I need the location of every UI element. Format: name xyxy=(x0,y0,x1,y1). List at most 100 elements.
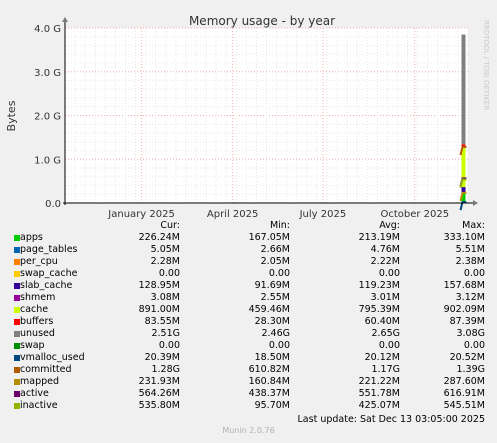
legend-swatch xyxy=(14,283,20,289)
series-marks xyxy=(459,34,467,211)
legend-swatch xyxy=(14,295,20,301)
legend-swatch xyxy=(14,235,20,241)
legend-swatch xyxy=(14,331,20,337)
series-mark-apps xyxy=(461,193,466,203)
legend-row-per-cpu: per_cpu 2.28M 2.05M 2.22M 2.38M xyxy=(0,256,497,268)
legend-header-min: Min: xyxy=(269,220,290,231)
legend-value-min: 0.00 xyxy=(268,340,290,351)
legend-value-max: 5.51M xyxy=(455,244,485,255)
legend-value-cur: 0.00 xyxy=(158,268,180,279)
legend-row-inactive: inactive 535.80M 95.70M 425.07M 545.51M xyxy=(0,400,497,412)
legend-series-name: mapped xyxy=(20,376,60,387)
legend-value-max: 0.00 xyxy=(463,340,485,351)
legend-value-max: 87.39M xyxy=(449,316,485,327)
legend-series-name: inactive xyxy=(20,400,58,411)
legend-value-cur: 128.95M xyxy=(138,280,180,291)
legend-swatch xyxy=(14,391,20,397)
x-tick-label: October 2025 xyxy=(380,209,449,220)
legend-row-mapped: mapped 231.93M 160.84M 221.22M 287.60M xyxy=(0,376,497,388)
legend-value-min: 2.46G xyxy=(261,328,290,339)
legend-series-name: cache xyxy=(20,304,49,315)
legend-value-avg: 4.76M xyxy=(370,244,400,255)
legend-value-max: 20.52M xyxy=(449,352,485,363)
y-axis-arrow xyxy=(62,17,68,22)
legend-value-cur: 83.55M xyxy=(144,316,180,327)
legend-value-avg: 119.23M xyxy=(358,280,400,291)
legend-series-name: apps xyxy=(20,232,43,243)
legend-header-max: Max: xyxy=(462,220,485,231)
legend-series-name: vmalloc_used xyxy=(20,352,85,363)
series-mark-cache xyxy=(461,148,466,188)
x-tick-label: January 2025 xyxy=(107,209,175,220)
legend-value-cur: 20.39M xyxy=(144,352,180,363)
legend-value-avg: 2.22M xyxy=(370,256,400,267)
legend-swatch xyxy=(14,343,20,349)
legend-swatch xyxy=(14,259,20,265)
legend-value-min: 95.70M xyxy=(254,400,290,411)
legend-value-cur: 2.28M xyxy=(150,256,180,267)
legend-series-name: shmem xyxy=(20,292,56,303)
legend-value-avg: 1.17G xyxy=(371,364,400,375)
x-axis-ticks: January 2025 April 2025 July 2025 October 2… xyxy=(107,28,449,220)
x-tick-label: July 2025 xyxy=(299,209,347,220)
legend-value-max: 902.09M xyxy=(443,304,485,315)
legend-value-max: 0.00 xyxy=(463,268,485,279)
legend-series-name: per_cpu xyxy=(20,256,58,267)
legend-value-min: 2.55M xyxy=(260,292,290,303)
last-update: Last update: Sat Dec 13 03:05:00 2025 xyxy=(297,414,485,425)
x-tick-label: April 2025 xyxy=(207,209,258,220)
legend-swatch xyxy=(14,403,20,409)
y-tick-label: 4.0 G xyxy=(34,24,61,35)
legend-value-min: 167.05M xyxy=(248,232,290,243)
legend-row-unused: unused 2.51G 2.46G 2.65G 3.08G xyxy=(0,328,497,340)
legend-series-name: swap_cache xyxy=(20,268,78,279)
y-tick-label: 0.0 xyxy=(45,199,61,210)
legend-series-name: page_tables xyxy=(20,244,78,255)
chart-title: Memory usage - by year xyxy=(189,14,335,28)
legend-row-swap: swap 0.00 0.00 0.00 0.00 xyxy=(0,340,497,352)
legend-header: Cur: Min: Avg: Max: xyxy=(0,220,497,232)
legend-value-max: 3.08G xyxy=(456,328,485,339)
legend-value-cur: 231.93M xyxy=(138,376,180,387)
legend-value-min: 28.30M xyxy=(254,316,290,327)
legend-value-cur: 564.26M xyxy=(138,388,180,399)
legend-header-cur: Cur: xyxy=(160,220,180,231)
y-axis-label: Bytes xyxy=(5,100,18,131)
series-mark-slab-cache xyxy=(461,187,466,193)
legend-value-avg: 0.00 xyxy=(378,268,400,279)
legend-value-avg: 60.40M xyxy=(364,316,400,327)
legend-value-cur: 1.28G xyxy=(151,364,180,375)
legend-value-min: 610.82M xyxy=(248,364,290,375)
legend-value-avg: 213.19M xyxy=(358,232,400,243)
legend-row-page-tables: page_tables 5.05M 2.66M 4.76M 5.51M xyxy=(0,244,497,256)
legend-value-cur: 5.05M xyxy=(150,244,180,255)
y-tick-label: 2.0 G xyxy=(34,112,61,123)
legend-value-cur: 226.24M xyxy=(138,232,180,243)
legend-value-avg: 0.00 xyxy=(378,340,400,351)
legend-value-cur: 2.51G xyxy=(151,328,180,339)
legend-series-name: swap xyxy=(20,340,45,351)
legend-header-avg: Avg: xyxy=(379,220,400,231)
legend-value-max: 545.51M xyxy=(443,400,485,411)
y-tick-label: 1.0 G xyxy=(34,155,61,166)
legend-series-name: slab_cache xyxy=(20,280,73,291)
legend-row-slab-cache: slab_cache 128.95M 91.69M 119.23M 157.68M xyxy=(0,280,497,292)
y-tick-label: 3.0 G xyxy=(34,68,61,79)
legend-row-vmalloc-used: vmalloc_used 20.39M 18.50M 20.12M 20.52M xyxy=(0,352,497,364)
legend-value-max: 1.39G xyxy=(456,364,485,375)
legend-value-cur: 535.80M xyxy=(138,400,180,411)
legend-value-max: 2.38M xyxy=(455,256,485,267)
legend-swatch xyxy=(14,367,20,373)
legend-value-avg: 795.39M xyxy=(358,304,400,315)
legend-swatch xyxy=(14,379,20,385)
legend-value-avg: 20.12M xyxy=(364,352,400,363)
legend-value-max: 333.10M xyxy=(443,232,485,243)
legend-row-buffers: buffers 83.55M 28.30M 60.40M 87.39M xyxy=(0,316,497,328)
series-line-inactive xyxy=(459,178,467,188)
series-mark-unused xyxy=(461,34,466,145)
legend-row-cache: cache 891.00M 459.46M 795.39M 902.09M xyxy=(0,304,497,316)
legend-value-cur: 0.00 xyxy=(158,340,180,351)
legend-value-min: 91.69M xyxy=(254,280,290,291)
legend-value-max: 287.60M xyxy=(443,376,485,387)
series-line-mapped xyxy=(459,191,467,202)
